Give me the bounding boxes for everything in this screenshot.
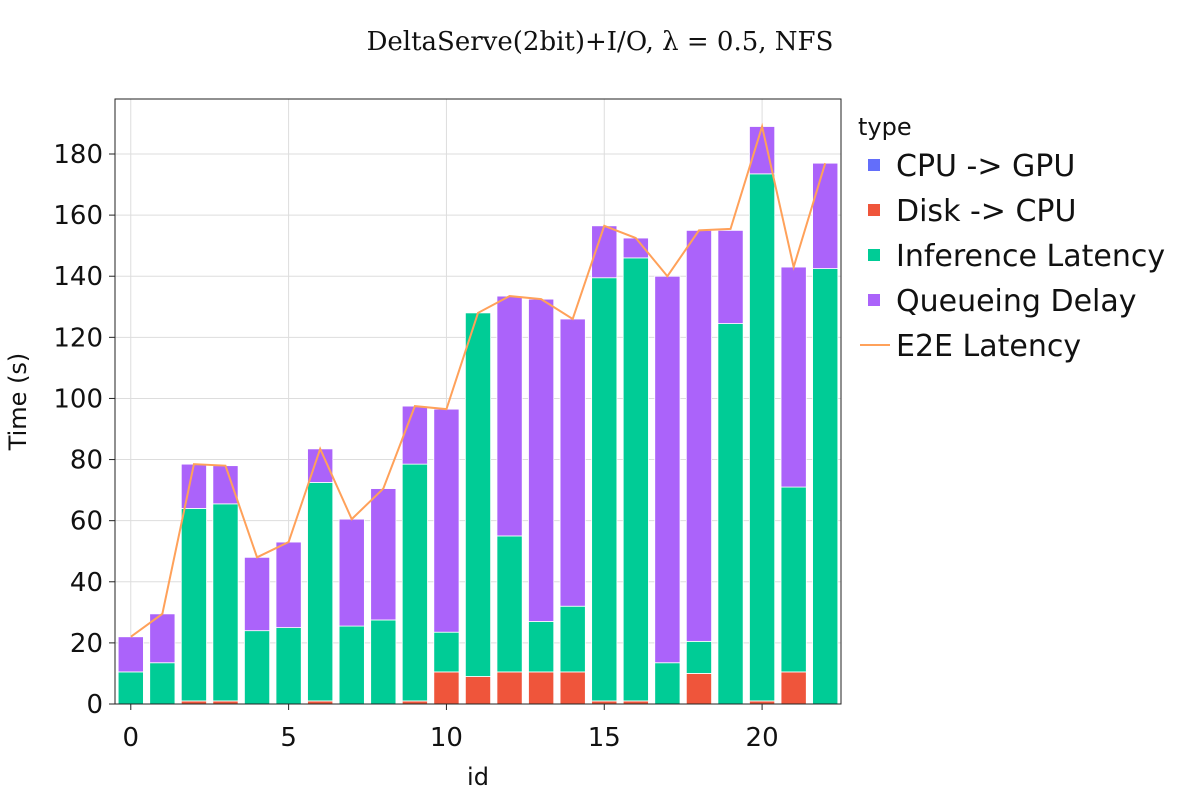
- bar-queueing-delay: [370, 488, 397, 621]
- bar-inference-latency: [370, 619, 397, 705]
- bar-inference-latency: [244, 630, 271, 705]
- bar-inference-latency: [622, 257, 649, 702]
- bar-queueing-delay: [780, 266, 807, 488]
- x-tick-label: 0: [123, 723, 140, 753]
- bar-inference-latency: [401, 463, 428, 702]
- bar-disk-cpu: [685, 673, 712, 705]
- bar-inference-latency: [812, 268, 839, 705]
- bar-inference-latency: [717, 323, 744, 705]
- e2e-latency-line: [130, 122, 827, 638]
- bar-inference-latency: [559, 605, 586, 673]
- bar-queueing-delay: [717, 229, 744, 324]
- bar-queueing-delay: [528, 298, 555, 622]
- y-tick-label: 180: [53, 140, 103, 170]
- bar-queueing-delay: [496, 295, 523, 537]
- bar-inference-latency: [275, 627, 302, 705]
- bar-inference-latency: [749, 173, 776, 702]
- bar-inference-latency: [212, 503, 239, 702]
- bar-inference-latency: [307, 482, 334, 702]
- legend-items: CPU -> GPU Disk -> CPU Inference Latency Qu…: [860, 149, 1165, 364]
- y-tick-label: 0: [86, 690, 103, 720]
- y-tick-label: 120: [53, 323, 103, 353]
- line-layer: [130, 122, 827, 638]
- x-tick-label: 20: [746, 723, 779, 753]
- y-tick-label: 40: [70, 568, 103, 598]
- bar-queueing-delay: [654, 275, 681, 664]
- legend-label-e2e-latency: E2E Latency: [896, 329, 1081, 364]
- bar-disk-cpu: [433, 671, 460, 705]
- legend-label-inference-latency: Inference Latency: [896, 239, 1165, 274]
- bar-inference-latency: [117, 671, 144, 705]
- bar-inference-latency: [338, 625, 365, 705]
- bar-inference-latency: [464, 312, 492, 677]
- y-axis-ticks: 0 20 40 60 80 100 120 140 160 180: [53, 140, 115, 720]
- bar-queueing-delay: [212, 465, 239, 505]
- y-tick-label: 160: [53, 201, 103, 231]
- bar-inference-latency: [780, 486, 807, 673]
- legend: type CPU -> GPU Disk -> CPU Inference Late…: [858, 113, 1165, 364]
- bar-disk-cpu: [780, 671, 807, 705]
- bar-disk-cpu: [559, 671, 586, 705]
- bar-inference-latency: [685, 640, 712, 674]
- bar-queueing-delay: [338, 518, 365, 627]
- x-tick-label: 5: [280, 723, 297, 753]
- legend-swatch-queueing-delay: [868, 294, 880, 306]
- bar-inference-latency: [149, 662, 176, 705]
- y-tick-label: 60: [70, 507, 103, 537]
- bar-inference-latency: [654, 662, 681, 705]
- y-tick-label: 20: [70, 629, 103, 659]
- legend-swatch-inference-latency: [868, 249, 880, 261]
- x-tick-label: 10: [430, 723, 463, 753]
- x-tick-label: 15: [588, 723, 621, 753]
- bar-disk-cpu: [528, 671, 555, 705]
- bar-queueing-delay: [117, 636, 144, 673]
- bar-inference-latency: [591, 277, 618, 702]
- bar-queueing-delay: [401, 405, 428, 465]
- legend-label-cpu-gpu: CPU -> GPU: [896, 149, 1075, 184]
- legend-label-disk-cpu: Disk -> CPU: [896, 194, 1076, 229]
- bar-queueing-delay: [275, 541, 302, 629]
- chart-title: DeltaServe(2bit)+I/O, λ = 0.5, NFS: [367, 27, 834, 57]
- bar-inference-latency: [496, 535, 523, 673]
- y-axis-label: Time (s): [4, 353, 32, 452]
- x-axis-ticks: 0 5 10 15 20: [123, 704, 779, 753]
- y-tick-label: 80: [70, 446, 103, 476]
- bar-inference-latency: [433, 631, 460, 673]
- y-tick-label: 140: [53, 262, 103, 292]
- legend-swatch-disk-cpu: [868, 204, 880, 216]
- y-tick-label: 100: [53, 384, 103, 414]
- bar-queueing-delay: [433, 408, 460, 633]
- bar-queueing-delay: [244, 556, 271, 632]
- bar-queueing-delay: [149, 613, 176, 664]
- bar-inference-latency: [528, 621, 555, 673]
- bar-inference-latency: [180, 508, 207, 702]
- bar-disk-cpu: [496, 671, 523, 705]
- bars: [117, 126, 839, 705]
- x-axis-label: id: [467, 763, 489, 791]
- bar-disk-cpu: [464, 676, 492, 705]
- legend-title: type: [858, 113, 912, 141]
- bar-queueing-delay: [685, 229, 712, 642]
- bar-queueing-delay: [559, 318, 586, 607]
- legend-swatch-cpu-gpu: [868, 159, 880, 171]
- plot-frame: [114, 98, 842, 705]
- bar-queueing-delay: [812, 162, 839, 269]
- legend-label-queueing-delay: Queueing Delay: [896, 284, 1137, 319]
